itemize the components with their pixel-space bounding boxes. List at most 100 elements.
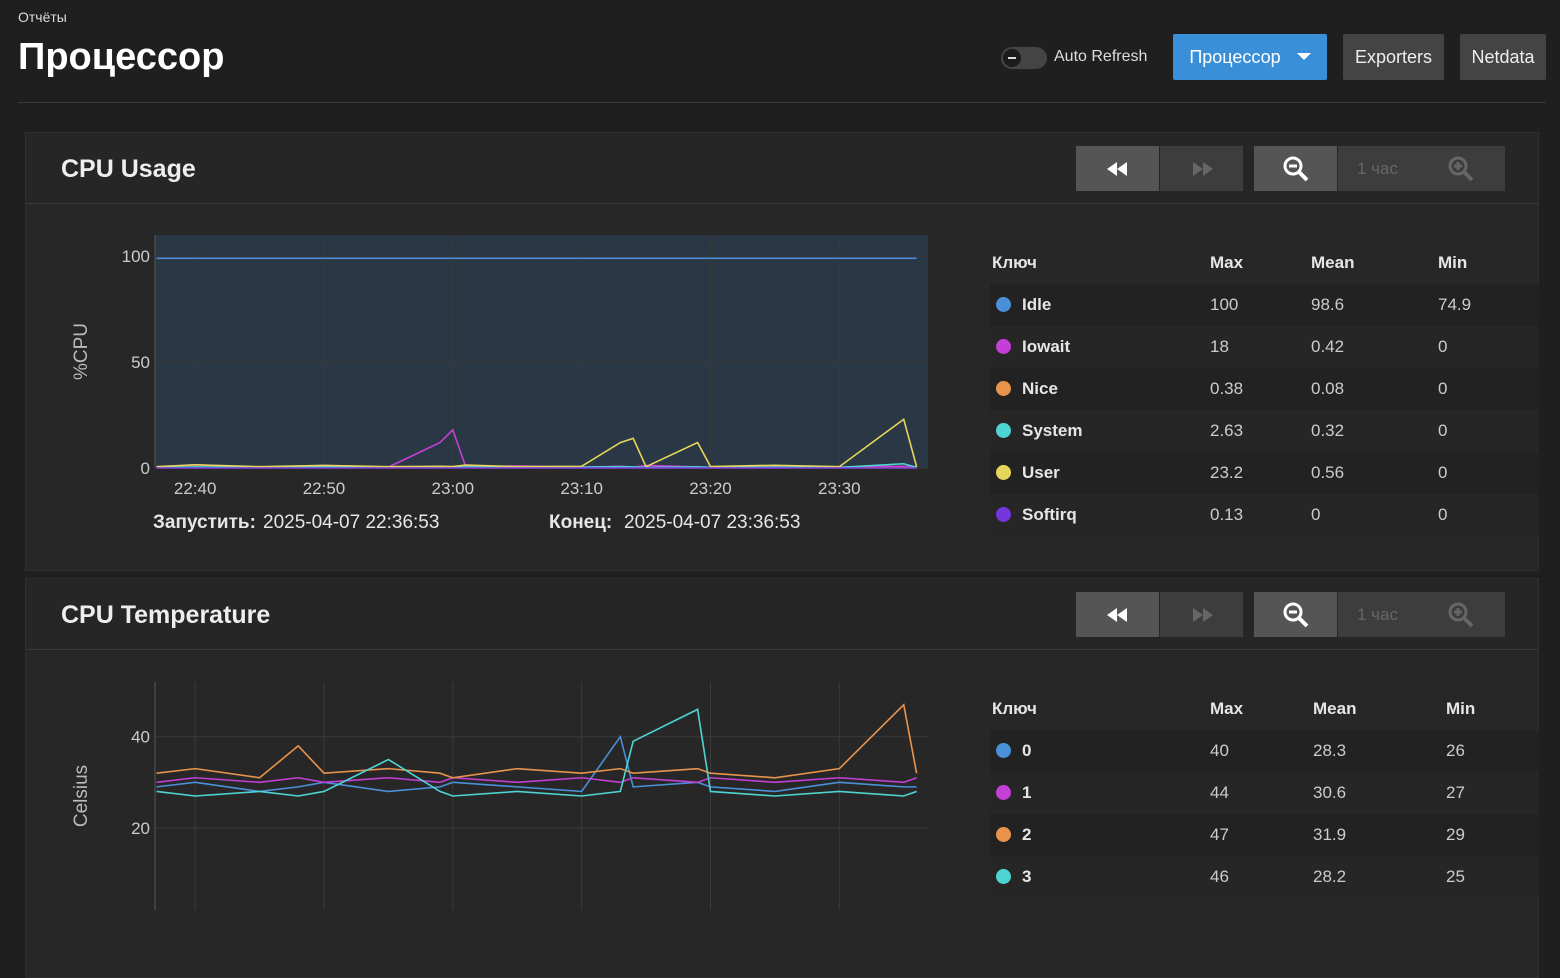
table-row: Idle 100 98.6 74.9 [990,284,1539,326]
legend-dot [996,785,1011,800]
stat-value: 23.2 [1210,463,1244,482]
stat-value: 0 [1438,505,1448,524]
zoom-out-icon [1283,602,1308,627]
stat-value: 30.6 [1313,783,1347,802]
column-header: Mean [1311,253,1355,272]
breadcrumb[interactable]: Отчёты [18,9,67,25]
table-row: System 2.63 0.32 0 [990,410,1539,452]
stat-value: 0.32 [1311,421,1345,440]
zoom-out-button[interactable] [1254,146,1337,191]
button-label: Процессор [1189,46,1281,67]
zoom-in-button[interactable] [1447,601,1475,629]
stat-value: 26 [1446,741,1465,760]
divider [18,102,1546,103]
stat-value: 44 [1210,783,1229,802]
stat-value: 0 [1438,421,1448,440]
legend-dot [996,507,1011,522]
table-row: 0 40 28.3 26 [990,730,1539,772]
panel-title: CPU Temperature [61,601,271,629]
page-title: Процессор [18,36,225,78]
series-name: 0 [1022,741,1032,760]
column-header: Ключ [992,253,1037,272]
rewind-icon [1106,161,1127,176]
stat-value: 25 [1446,867,1465,886]
legend-dot [996,869,1011,884]
table-row: User 23.2 0.56 0 [990,452,1539,494]
legend-dot [996,827,1011,842]
legend-dot [996,381,1011,396]
section-menu-button[interactable]: Процессор [1173,34,1327,80]
stat-value: 2.63 [1210,421,1244,440]
forward-button[interactable] [1160,146,1243,191]
page: Отчёты Процессор Auto Refresh Процессор … [18,9,1546,978]
panel-header: CPU Usage 1 час [26,133,1538,204]
stat-value: 0.38 [1210,379,1244,398]
range-label: 1 час [1357,604,1398,624]
stat-value: 0.08 [1311,379,1345,398]
series-name: Idle [1022,295,1052,314]
column-header: Min [1446,699,1476,718]
table-row: 2 47 31.9 29 [990,814,1539,856]
stat-value: 74.9 [1438,295,1472,314]
stat-value: 98.6 [1311,295,1345,314]
caret [1296,53,1311,60]
stat-value: 0.42 [1311,337,1345,356]
stat-value: 31.9 [1313,825,1347,844]
series-name: Softirq [1022,505,1077,524]
rewind-button[interactable] [1076,592,1159,637]
table-row: Softirq 0.13 0 0 [990,494,1539,536]
legend-dot [996,743,1011,758]
range-label: 1 час [1357,158,1398,178]
range-box: 1 час [1338,592,1505,637]
exporters-button[interactable]: Exporters [1343,34,1444,80]
rewind-icon [1106,607,1127,622]
zoom-in-icon [1448,156,1474,181]
legend-table: Ключ Max Mean Min Idle 100 98.6 74.9 Iowait 18 0.4… [990,242,1539,536]
series-name: Nice [1022,379,1058,398]
panel-title: CPU Usage [61,155,196,183]
stat-value: 28.2 [1313,867,1347,886]
column-header: Mean [1313,699,1357,718]
series-name: Iowait [1022,337,1071,356]
stat-value: 100 [1210,295,1239,314]
panel-header: CPU Temperature 1 час [26,579,1538,650]
stat-value: 40 [1210,741,1229,760]
legend-dot [996,339,1011,354]
table-row: 1 44 30.6 27 [990,772,1539,814]
auto-refresh-label: Auto Refresh [1054,48,1148,65]
table-header-row: Ключ Max Mean Min [990,688,1539,731]
series-name: System [1022,421,1083,440]
stat-value: 0 [1438,337,1448,356]
stat-value: 0.56 [1311,463,1345,482]
legend-dot [996,297,1011,312]
column-header: Min [1438,253,1468,272]
column-header: Max [1210,253,1244,272]
toggle-mark [1008,57,1016,59]
stat-value: 0 [1438,379,1448,398]
table-row: Iowait 18 0.42 0 [990,326,1539,368]
stat-value: 28.3 [1313,741,1347,760]
column-header: Ключ [992,699,1037,718]
legend-dot [996,465,1011,480]
legend-table: Ключ Max Mean Min 0 40 28.3 26 1 44 30.6 27 2 47 31.9 2… [990,688,1539,898]
stat-value: 0 [1311,505,1321,524]
table-row: Nice 0.38 0.08 0 [990,368,1539,410]
stat-value: 27 [1446,783,1465,802]
stat-value: 0.13 [1210,505,1244,524]
range-box: 1 час [1338,146,1505,191]
stat-value: 47 [1210,825,1229,844]
rewind-button[interactable] [1076,146,1159,191]
table-row: 3 46 28.2 25 [990,856,1539,898]
forward-icon [1192,607,1213,622]
zoom-out-button[interactable] [1254,592,1337,637]
zoom-in-button[interactable] [1447,155,1475,183]
forward-button[interactable] [1160,592,1243,637]
zoom-in-icon [1448,602,1474,627]
toggle[interactable] [1001,47,1047,69]
stat-value: 18 [1210,337,1229,356]
stat-value: 29 [1446,825,1465,844]
zoom-out-icon [1283,156,1308,181]
series-name: 3 [1022,867,1032,886]
netdata-button[interactable]: Netdata [1460,34,1546,80]
series-name: User [1022,463,1060,482]
